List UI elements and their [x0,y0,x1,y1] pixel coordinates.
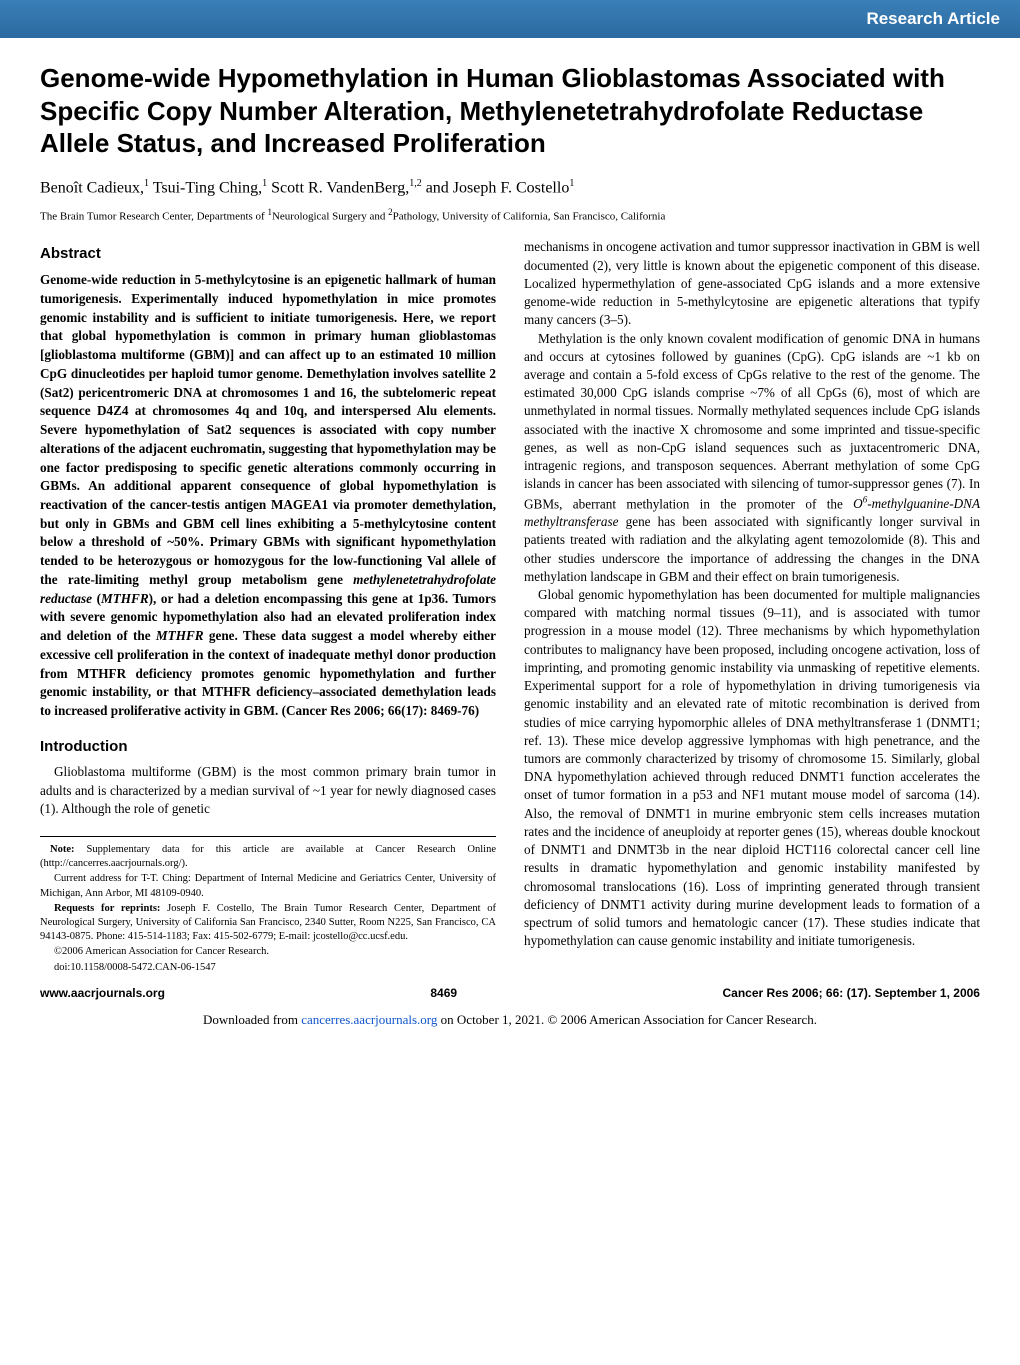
article-title: Genome-wide Hypomethylation in Human Gli… [40,62,980,160]
right-paragraph-3: Global genomic hypomethylation has been … [524,586,980,950]
right-column: mechanisms in oncogene activation and tu… [524,238,980,975]
abstract-body: Genome-wide reduction in 5-methylcytosin… [40,271,496,721]
footnotes-block: Note: Supplementary data for this articl… [40,836,496,975]
authors-line: Benoît Cadieux,1 Tsui-Ting Ching,1 Scott… [40,178,980,197]
footnote-current-address: Current address for T-T. Ching: Departme… [40,872,496,900]
left-column: Abstract Genome-wide reduction in 5-meth… [40,238,496,975]
right-paragraph-2: Methylation is the only known covalent m… [524,330,980,586]
introduction-paragraph-1: Glioblastoma multiforme (GBM) is the mos… [40,763,496,818]
right-paragraph-1: mechanisms in oncogene activation and tu… [524,238,980,329]
footnote-doi: doi:10.1158/0008-5472.CAN-06-1547 [40,961,496,975]
download-post: on October 1, 2021. © 2006 American Asso… [437,1012,817,1027]
footnote-supplementary: Note: Supplementary data for this articl… [40,843,496,871]
introduction-heading: Introduction [40,737,496,758]
footnote-copyright: ©2006 American Association for Cancer Re… [40,945,496,959]
download-link[interactable]: cancerres.aacrjournals.org [301,1012,437,1027]
footer-page-number: 8469 [430,986,457,1000]
abstract-heading: Abstract [40,244,496,265]
page-content: Genome-wide Hypomethylation in Human Gli… [0,38,1020,976]
section-label: Research Article [866,9,1000,29]
page-footer: www.aacrjournals.org 8469 Cancer Res 200… [0,976,1020,1004]
two-column-layout: Abstract Genome-wide reduction in 5-meth… [40,238,980,975]
affiliation-line: The Brain Tumor Research Center, Departm… [40,207,980,223]
footer-left: www.aacrjournals.org [40,986,165,1000]
footnote-reprints: Requests for reprints: Joseph F. Costell… [40,902,496,945]
footer-right: Cancer Res 2006; 66: (17). September 1, … [723,986,980,1000]
download-pre: Downloaded from [203,1012,301,1027]
download-notice: Downloaded from cancerres.aacrjournals.o… [0,1004,1020,1038]
journal-header-bar: Research Article [0,0,1020,38]
